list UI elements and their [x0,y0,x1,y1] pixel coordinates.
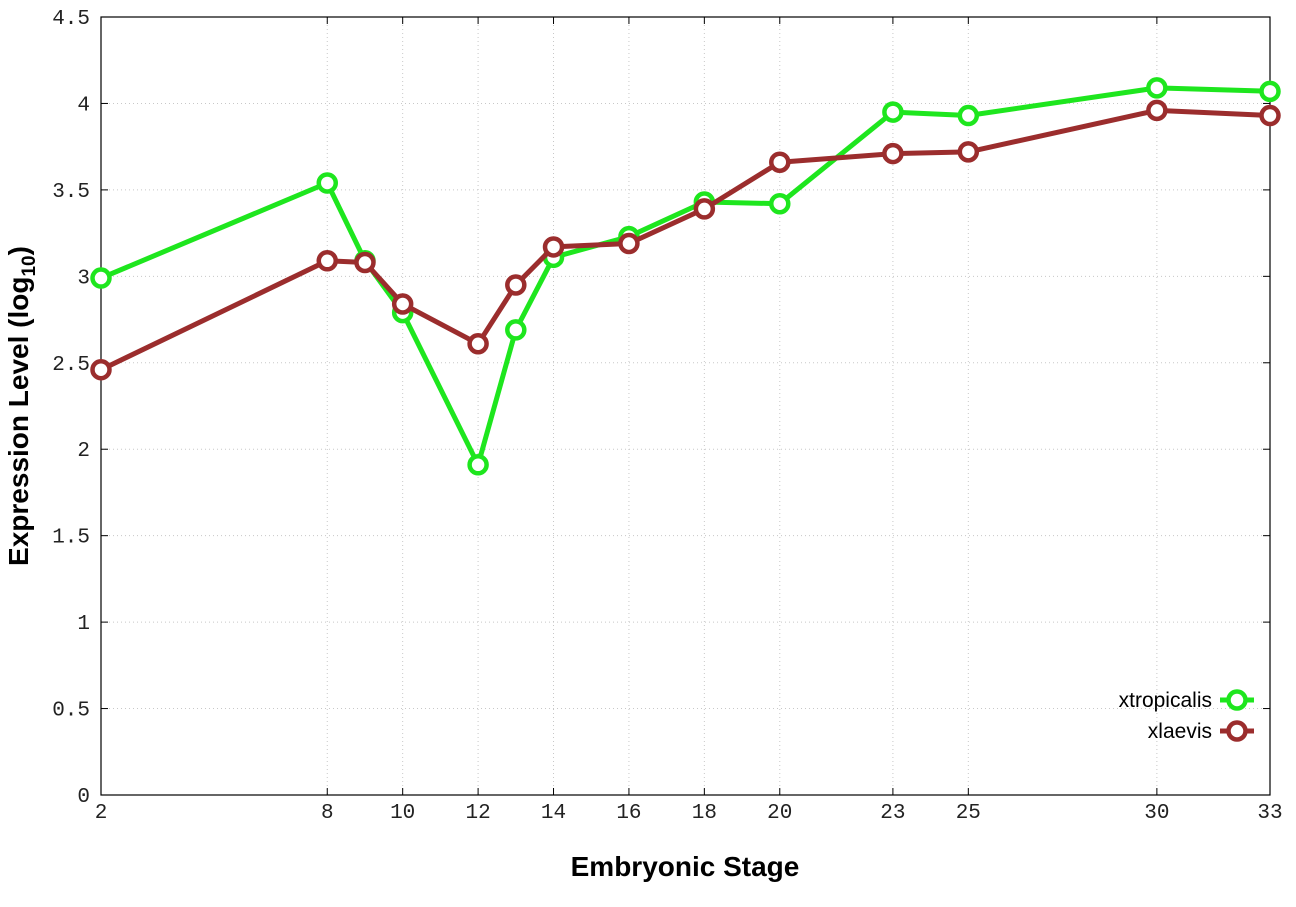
y-axis-title-main: Expression Level (log [3,277,34,566]
data-point [882,142,904,165]
data-point [618,232,640,255]
y-axis-title-subscript: 10 [19,255,40,276]
data-point [354,251,376,274]
x-tick-label: 20 [767,802,792,825]
data-point [316,172,339,194]
x-tick-label: 8 [321,802,334,825]
x-tick-label: 2 [95,802,108,825]
data-point [1259,80,1281,103]
data-point [467,454,489,476]
data-point [882,101,904,123]
x-tick-label: 25 [956,802,981,825]
y-axis-title: Expression Level (log10) [3,246,40,566]
x-tick-label: 18 [692,802,717,825]
data-point [1146,77,1168,99]
data-point [693,198,716,220]
y-tick-label: 4 [77,94,90,117]
x-axis: 2 8 10 12 14 16 18 20 23 25 30 33 [95,17,1283,825]
x-axis-title: Embryonic Stage [571,851,800,882]
series-line [99,107,1271,372]
data-point [505,319,527,341]
y-tick-label: 3 [77,267,90,290]
data-point [90,358,112,381]
x-tick-label: 30 [1144,802,1169,825]
data-point [542,236,565,258]
data-point [769,151,791,173]
series-layer [90,77,1281,476]
y-tick-label: 2.5 [52,354,90,377]
legend-label: xlaevis [1148,720,1212,743]
x-tick-label: 12 [465,802,490,825]
plot-frame [100,16,1271,796]
x-tick-label: 10 [390,802,415,825]
x-tick-label: 16 [616,802,641,825]
legend-label: xtropicalis [1119,689,1212,712]
x-tick-label: 14 [541,802,566,825]
data-point [769,192,791,215]
y-axis-title-close: ) [3,246,34,255]
legend-swatch-marker [1226,720,1248,742]
data-point [1146,99,1168,122]
legend: xtropicalis xlaevis [1119,689,1254,743]
legend-entry: xlaevis [1148,720,1254,743]
y-tick-label: 4.5 [52,8,90,31]
data-point [90,267,112,289]
grid [100,16,1271,796]
data-point [957,104,980,127]
y-tick-label: 3.5 [52,181,90,204]
data-point [391,293,414,315]
legend-swatch-marker [1226,689,1248,711]
y-tick-label: 2 [77,440,90,463]
y-tick-label: 0.5 [52,700,90,723]
x-tick-label: 33 [1257,802,1282,825]
y-axis: 0 0.5 1 1.5 2 2.5 3 3.5 4 4.5 [52,8,1270,809]
data-point [505,274,527,296]
y-tick-label: 1.5 [52,527,90,550]
data-point [1259,104,1281,127]
y-tick-label: 1 [77,613,90,636]
data-point [467,333,489,355]
series-xlaevis [90,99,1281,381]
data-point [957,141,980,163]
y-tick-label: 0 [77,786,90,809]
x-tick-label: 23 [880,802,905,825]
legend-entry: xtropicalis [1119,689,1254,712]
data-point [316,250,339,272]
